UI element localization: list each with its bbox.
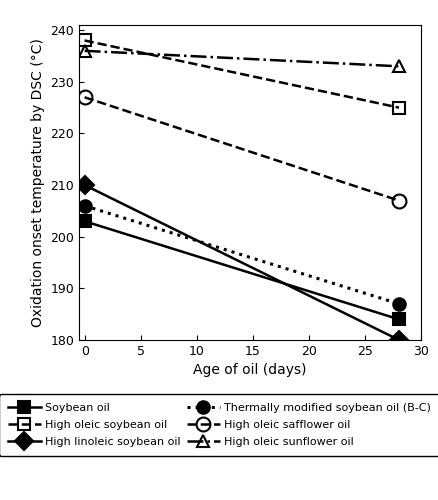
X-axis label: Age of oil (days): Age of oil (days) bbox=[193, 364, 306, 378]
Y-axis label: Oxidation onset temperature by DSC (°C): Oxidation onset temperature by DSC (°C) bbox=[31, 38, 45, 327]
Legend: Soybean oil, High oleic soybean oil, High linoleic soybean oil, Thermally modifi: Soybean oil, High oleic soybean oil, Hig… bbox=[0, 394, 438, 456]
